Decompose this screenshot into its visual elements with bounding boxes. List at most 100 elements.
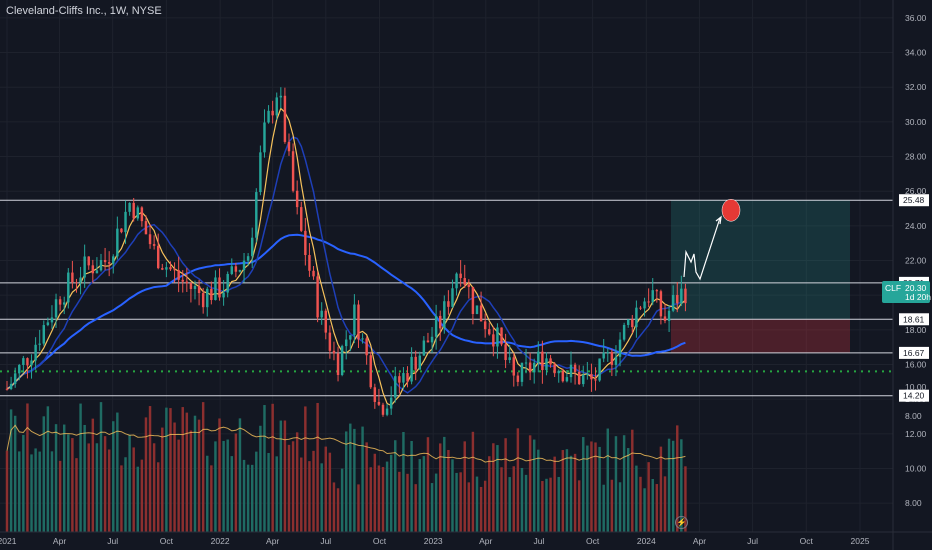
volume-bar [524,474,528,532]
volume-bar [50,451,54,532]
candle-body [537,351,540,363]
volume-bar [173,422,176,532]
loss-zone [671,319,850,353]
y-tick-label: 30.00 [905,117,927,127]
candle-body [181,279,184,282]
x-tick-label: Oct [586,536,600,546]
volume-bar [614,436,618,532]
candle-body [414,356,417,370]
volume-bar [214,441,217,532]
volume-bar [242,459,246,532]
replay-icon[interactable]: ⚡ [675,516,688,529]
candle-body [549,358,552,365]
candle-body [214,277,217,301]
volume-bar [26,403,29,532]
level-label-bg [899,389,929,402]
x-tick-label: 2025 [851,536,870,546]
candle-body [308,255,311,271]
volume-bar [30,454,33,532]
candle-body [582,374,585,385]
candle-body [344,339,348,347]
candle-body [267,110,270,123]
candle-body [492,334,495,347]
y-tick-label: 8.00 [905,498,922,508]
candle-body [430,336,434,343]
volume-bar [545,478,548,532]
candle-body [324,310,328,333]
volume-bar [643,488,646,532]
candle-body [410,356,413,382]
volume-bar [120,465,123,532]
candle-body [18,364,21,374]
volume-bar [606,428,610,532]
volume-bar [324,446,328,532]
volume-bar [426,437,430,532]
chart-grid [0,0,893,532]
candle-body [545,358,548,371]
volume-bar [671,440,675,532]
price-badge-countdown: 1d 20h [905,292,931,302]
volume-bar [185,412,189,532]
candle-body [361,338,364,340]
candle-body [385,408,389,415]
volume-bar [283,420,287,532]
volume-bar [385,461,389,532]
volume-bar [238,418,242,532]
x-tick-label: 2022 [211,536,230,546]
volume-bar [250,464,254,532]
candle-body [528,362,532,373]
volume-bar [373,453,377,532]
candle-body [58,299,62,305]
candle-body [165,267,168,270]
volume-bar [561,450,565,532]
candle-body [91,265,95,274]
candle-body [598,358,601,381]
volume-bar [320,463,323,532]
volume-bar [116,412,119,532]
price-axis: 36.00 34.00 32.00 30.00 28.00 26.00 24.00 22.00… [882,0,931,550]
volume-bar [132,447,135,532]
x-tick-label: Jul [320,536,331,546]
x-tick-label: Apr [266,536,279,546]
candle-body [161,268,164,270]
volume-bar [136,466,140,532]
volume-bar [557,476,560,532]
volume-bar [520,467,524,532]
volume-bar [340,468,344,532]
candle-body [22,358,25,365]
volume-bar [532,439,536,532]
volume-bar [300,457,303,532]
candle-body [626,319,630,325]
candle-body [300,207,303,231]
candle-body [667,310,671,321]
candle-body [647,301,650,303]
candle-body [255,192,258,238]
candle-body [479,305,483,322]
candle-body [95,270,99,274]
volume-bar [112,421,115,532]
volume-bar [144,417,148,532]
candle-body [471,286,475,315]
candle-body [467,284,471,287]
annotations [683,199,741,281]
volume-bar [344,431,348,532]
candle-body [120,228,123,233]
volume-bar [34,448,37,532]
candle-body [234,266,238,272]
volume-bar [353,428,356,532]
volume-bar [46,406,50,532]
y-tick-label: 16.00 [905,360,927,370]
y-tick-label: 12.00 [905,429,927,439]
projection-arrowhead [715,215,722,225]
price-badge-symbol: CLF [885,283,901,293]
volume-bar [663,476,667,532]
volume-bar [389,454,393,532]
candle-body [87,256,90,266]
level-label-bg [899,346,929,359]
candle-body [30,360,33,366]
candle-body [336,353,340,376]
candle-body [512,357,516,376]
candle-body [5,388,9,390]
